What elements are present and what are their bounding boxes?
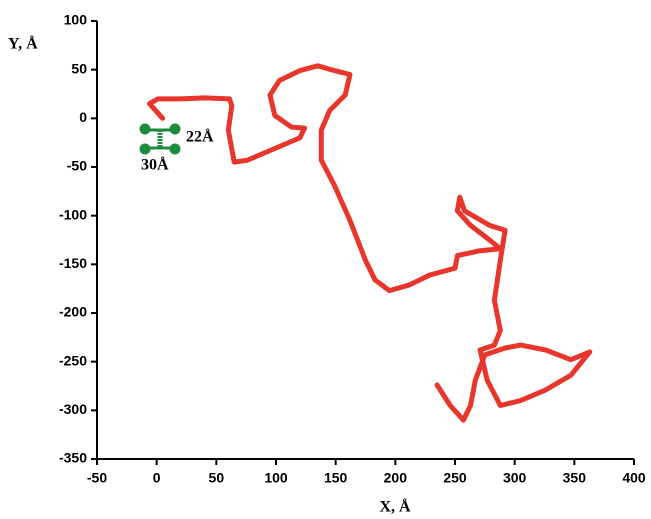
annotation: 30Å bbox=[141, 156, 169, 174]
y-tick-label: -200 bbox=[59, 304, 87, 320]
molecule-icon bbox=[140, 124, 180, 154]
x-tick-label: 350 bbox=[563, 470, 587, 486]
y-axis-label: Y, Å bbox=[8, 35, 38, 53]
x-tick-label: 150 bbox=[324, 470, 348, 486]
x-tick-label: 200 bbox=[384, 470, 408, 486]
x-tick-label: 50 bbox=[209, 470, 225, 486]
y-tick-label: -300 bbox=[59, 401, 87, 417]
x-tick-label: 400 bbox=[622, 470, 646, 486]
y-tick-label: 0 bbox=[79, 109, 87, 125]
x-tick-label: 0 bbox=[153, 470, 161, 486]
x-tick-label: 250 bbox=[443, 470, 467, 486]
y-tick-label: -150 bbox=[59, 255, 87, 271]
y-tick-label: 100 bbox=[64, 12, 88, 28]
y-tick-label: -50 bbox=[67, 158, 87, 174]
y-tick-label: -250 bbox=[59, 352, 87, 368]
chart: Y, Å X, Å 22Å 30Å -350 -300 -250 -200 -150 -1… bbox=[0, 0, 651, 519]
x-tick-label: -50 bbox=[87, 470, 107, 486]
annotation: 22Å bbox=[186, 128, 214, 146]
y-tick-label: -100 bbox=[59, 206, 87, 222]
x-tick-label: 100 bbox=[264, 470, 288, 486]
x-tick-label: 300 bbox=[503, 470, 527, 486]
x-axis-label: X, Å bbox=[379, 498, 411, 516]
trajectory-line bbox=[150, 66, 590, 420]
y-tick-label: 50 bbox=[71, 60, 87, 76]
y-tick-label: -350 bbox=[59, 450, 87, 466]
